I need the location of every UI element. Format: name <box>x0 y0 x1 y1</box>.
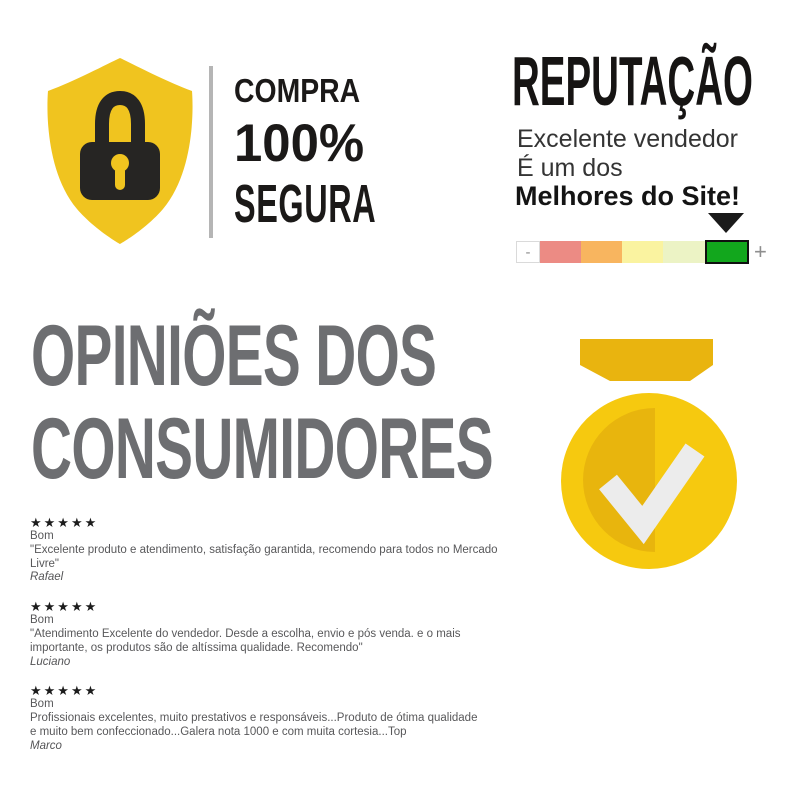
star-rating: ★★★★★ <box>30 683 99 699</box>
secure-badge-line2: 100% <box>234 114 365 173</box>
scale-plus-label: + <box>754 239 767 264</box>
opinions-heading-line1: OPINIÕES DOS <box>31 308 437 404</box>
review-text-line: "Atendimento Excelente do vendedor. Desd… <box>30 627 461 640</box>
scale-segment-light-green <box>663 241 705 263</box>
review-rating-label: Bom <box>30 614 54 627</box>
review-text-line: "Excelente produto e atendimento, satisf… <box>30 543 498 556</box>
reputation-subtitle-3: Melhores do Site! <box>515 181 741 211</box>
review-item: ★★★★★ Bom "Atendimento Excelente do vend… <box>30 600 570 669</box>
shield-lock-icon <box>47 58 193 244</box>
scale-segment-red <box>540 241 581 263</box>
reputation-title: REPUTAÇÃO <box>512 42 753 120</box>
review-text-line: e muito bem confeccionado...Galera nota … <box>30 725 407 738</box>
opinions-heading: OPINIÕES DOS CONSUMIDORES <box>31 310 731 496</box>
review-rating-label: Bom <box>30 698 54 711</box>
lock-keyhole-stem <box>115 166 125 190</box>
reputation-arrow-icon <box>708 213 744 233</box>
secure-badge-text: COMPRA 100% SEGURA <box>234 74 471 231</box>
vertical-divider <box>209 66 213 238</box>
lock-keyhole <box>111 154 129 172</box>
reputation-subtitle-2: É um dos <box>517 154 623 182</box>
review-author: Luciano <box>30 655 71 668</box>
scale-segment-green-active <box>705 240 749 264</box>
medal-ribbon <box>580 339 713 381</box>
review-text-line: importante, os produtos são de altíssima… <box>30 641 363 654</box>
review-author: Rafael <box>30 571 64 584</box>
gold-medal-icon <box>561 339 737 569</box>
star-rating: ★★★★★ <box>30 599 99 615</box>
review-rating-label: Bom <box>30 530 54 542</box>
customer-reviews: ★★★★★ Bom "Excelente produto e atendimen… <box>30 516 570 769</box>
review-text-line: Livre" <box>30 557 60 570</box>
scale-segment-orange <box>581 241 622 263</box>
reputation-subtitle-1: Excelente vendedor <box>517 125 738 153</box>
review-text-line: Profissionais excelentes, muito prestati… <box>30 712 478 725</box>
star-rating: ★★★★★ <box>30 515 99 530</box>
opinions-heading-line2: CONSUMIDORES <box>31 401 494 497</box>
scale-minus-label: - <box>525 243 531 261</box>
review-author: Marco <box>30 739 62 752</box>
medal-checkmark-icon <box>599 443 705 545</box>
lock-shackle <box>95 90 145 144</box>
secure-badge-line1: COMPRA <box>234 72 361 109</box>
review-item: ★★★★★ Bom Profissionais excelentes, muit… <box>30 684 570 753</box>
review-item: ★★★★★ Bom "Excelente produto e atendimen… <box>30 516 570 585</box>
scale-segment-empty: - <box>516 241 540 263</box>
scale-segment-yellow <box>622 241 663 263</box>
reputation-scale: - + <box>516 240 767 264</box>
secure-badge-line3: SEGURA <box>234 174 377 234</box>
